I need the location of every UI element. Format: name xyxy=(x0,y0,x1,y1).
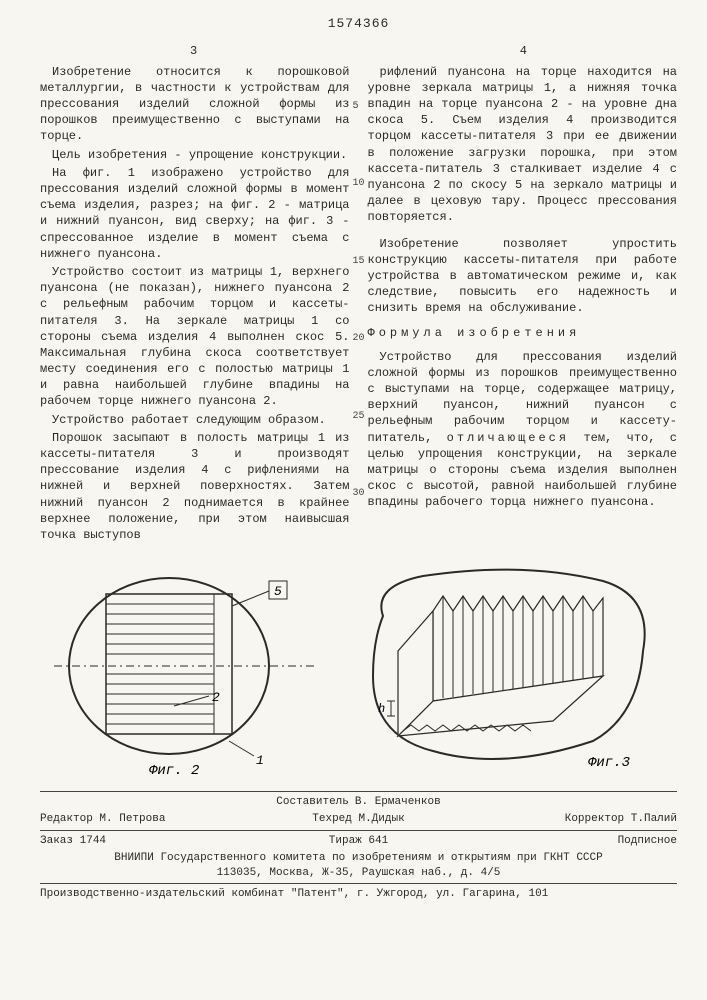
figure-3: h Фиг.3 xyxy=(343,556,663,781)
line-num: 5 xyxy=(353,100,365,114)
para: рифлений пуансона на торце находится на … xyxy=(368,64,678,226)
patent-page: 1574366 3 4 Изобретение относится к поро… xyxy=(0,0,707,1000)
line-num: 10 xyxy=(353,177,365,191)
page-num-right: 4 xyxy=(520,43,527,59)
patent-number: 1574366 xyxy=(40,15,677,33)
line-num: 30 xyxy=(353,487,365,501)
formula-title: Формула изобретения xyxy=(368,325,678,341)
para: Устройство состоит из матрицы 1, верхнег… xyxy=(40,264,350,410)
order-row: Заказ 1744 Тираж 641 Подписное xyxy=(40,834,677,849)
callout-1: 1 xyxy=(256,753,264,768)
org-line: ВНИИПИ Государственного комитета по изоб… xyxy=(40,851,677,866)
fig2-label: Фиг. 2 xyxy=(149,763,199,779)
para: Изобретение относится к порошковой метал… xyxy=(40,64,350,145)
line-num: 25 xyxy=(353,410,365,424)
h-label: h xyxy=(378,702,385,716)
credits-block: Составитель В. Ермаченков Редактор М. Пе… xyxy=(40,791,677,902)
figure-2: 5 2 1 Фиг. 2 xyxy=(54,556,314,781)
para: Порошок засыпают в полость матрицы 1 из … xyxy=(40,430,350,543)
addr1: 113035, Москва, Ж-35, Раушская наб., д. … xyxy=(40,866,677,881)
para: Устройство работает следующим образом. xyxy=(40,412,350,428)
right-column: 5 10 15 20 25 30 рифлений пуансона на то… xyxy=(368,64,678,545)
callout-5: 5 xyxy=(274,584,282,599)
para: Изобретение позволяет упростить конструк… xyxy=(368,236,678,317)
compiler-row: Составитель В. Ермаченков xyxy=(40,795,677,810)
para: На фиг. 1 изображено устройство для прес… xyxy=(40,165,350,262)
page-num-left: 3 xyxy=(190,43,197,59)
left-column: Изобретение относится к порошковой метал… xyxy=(40,64,350,545)
divider xyxy=(40,830,677,831)
figures-row: 5 2 1 Фиг. 2 xyxy=(40,553,677,783)
fig3-label: Фиг.3 xyxy=(588,755,630,771)
line-number-gutter: 5 10 15 20 25 30 xyxy=(353,64,365,501)
emphasized: отличающееся xyxy=(447,431,569,445)
divider xyxy=(40,883,677,884)
editor-row: Редактор М. Петрова Техред М.Дидык Корре… xyxy=(40,812,677,827)
line-num: 20 xyxy=(353,332,365,346)
para: Цель изобретения - упрощение конструкции… xyxy=(40,147,350,163)
column-page-numbers: 3 4 xyxy=(40,43,677,59)
line-num: 15 xyxy=(353,255,365,269)
two-column-text: Изобретение относится к порошковой метал… xyxy=(40,64,677,545)
callout-2: 2 xyxy=(212,690,220,705)
addr2: Производственно-издательский комбинат "П… xyxy=(40,887,677,902)
para-claim: Устройство для прессования изделий сложн… xyxy=(368,349,678,511)
